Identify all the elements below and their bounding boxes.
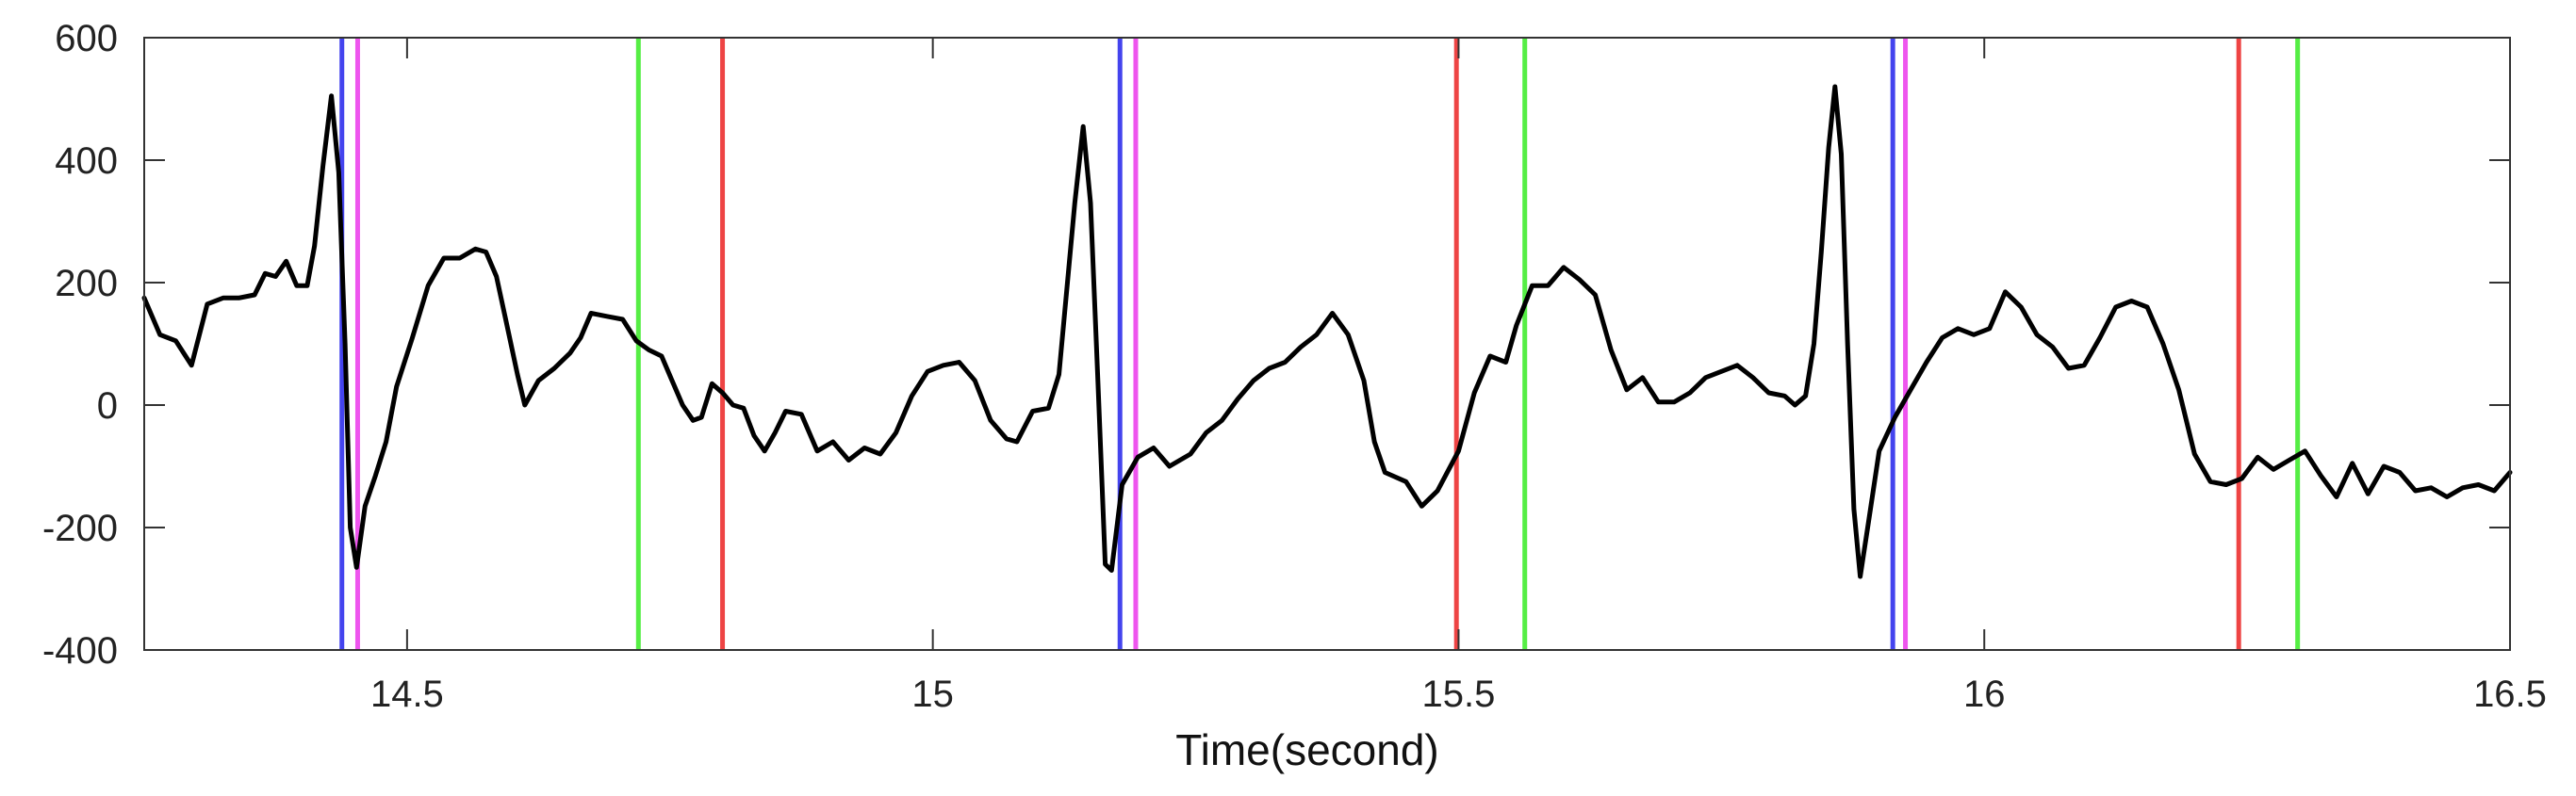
x-tick-label: 16: [1963, 674, 2006, 715]
y-tick-label: 600: [55, 18, 118, 59]
x-axis-label: Time(second): [1175, 725, 1438, 774]
y-tick-label: 400: [55, 140, 118, 182]
x-tick-label: 14.5: [370, 674, 444, 715]
x-tick-label: 15.5: [1422, 674, 1496, 715]
axis-ticks: 14.5 15 15.5 16 16.5 -400 -200 0 200 400 600: [42, 18, 2547, 715]
plot-frame: [143, 37, 2511, 651]
plot-background: [144, 38, 2510, 650]
series-line-1: [141, 84, 2513, 579]
x-tick-label: 15: [911, 674, 954, 715]
y-tick-label: 0: [97, 385, 118, 427]
y-tick-label: -400: [42, 630, 118, 672]
series-layer: [141, 84, 2513, 579]
event-markers: [339, 38, 2301, 650]
x-tick-label: 16.5: [2473, 674, 2547, 715]
y-tick-label: 200: [55, 263, 118, 304]
y-tick-label: -200: [42, 508, 118, 549]
